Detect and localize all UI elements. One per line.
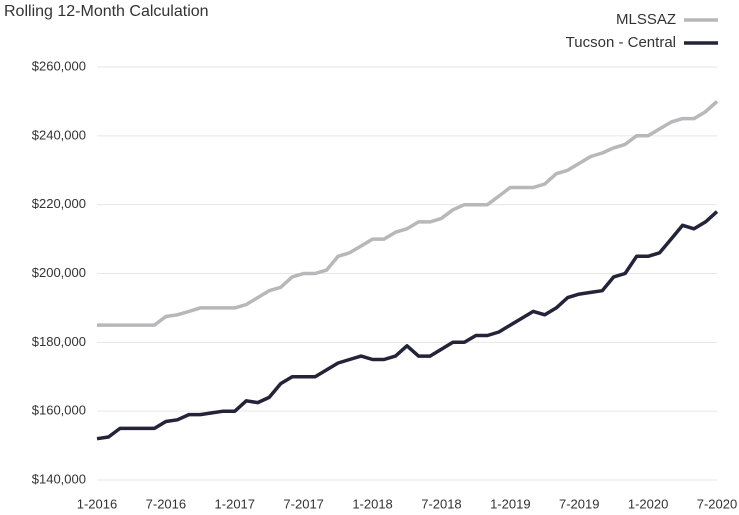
x-tick-label: 7-2019 xyxy=(559,496,599,511)
legend-label: Tucson - Central xyxy=(566,34,676,51)
y-tick-label: $140,000 xyxy=(32,471,86,486)
y-tick-label: $180,000 xyxy=(32,334,86,349)
y-tick-label: $220,000 xyxy=(32,196,86,211)
x-tick-label: 1-2016 xyxy=(77,496,117,511)
x-tick-label: 1-2019 xyxy=(490,496,530,511)
series-line xyxy=(96,210,719,441)
x-tick-label: 7-2016 xyxy=(146,496,186,511)
series-line xyxy=(97,100,719,327)
y-tick-label: $160,000 xyxy=(32,403,86,418)
x-tick-label: 1-2017 xyxy=(215,496,255,511)
y-tick-label: $260,000 xyxy=(32,58,86,73)
x-tick-label: 7-2017 xyxy=(283,496,323,511)
chart-title: Rolling 12-Month Calculation xyxy=(4,3,209,20)
y-tick-label: $200,000 xyxy=(32,265,86,280)
x-tick-label: 7-2018 xyxy=(421,496,461,511)
y-tick-label: $240,000 xyxy=(32,127,86,142)
x-tick-label: 1-2020 xyxy=(628,496,668,511)
legend-label: MLSSAZ xyxy=(616,11,676,28)
x-tick-label: 7-2020 xyxy=(697,496,737,511)
x-tick-label: 1-2018 xyxy=(352,496,392,511)
